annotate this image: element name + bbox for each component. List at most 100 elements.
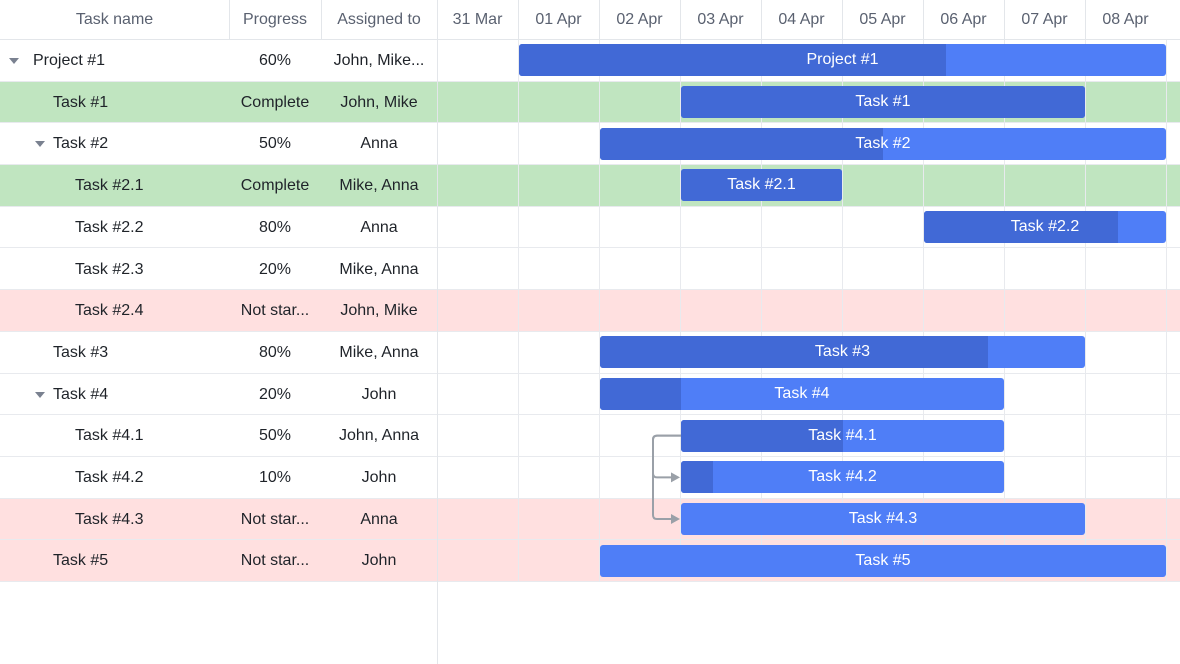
- bar-label: Project #1: [806, 51, 879, 69]
- task-row-task-2-1[interactable]: Task #2.1 Complete Mike, Anna: [0, 165, 1180, 207]
- task-name-label: Project #1: [33, 52, 106, 69]
- task-progress-cell: 20%: [258, 385, 292, 403]
- task-row-task-2-3[interactable]: Task #2.3 20% Mike, Anna: [0, 249, 1180, 291]
- task-assigned-cell: John: [361, 385, 397, 403]
- task-progress-cell: 20%: [258, 260, 292, 278]
- date-separator: [518, 0, 519, 40]
- task-row-project-1[interactable]: Project #1 60% John, Mike...: [0, 40, 1180, 82]
- task-name-cell: Task #4.1: [0, 415, 229, 456]
- task-name-label: Task #4.1: [75, 427, 144, 445]
- task-assigned-cell: Anna: [360, 135, 398, 153]
- task-row-task-4[interactable]: Task #4 20% John: [0, 374, 1180, 416]
- timeline-column-line: [842, 40, 843, 582]
- task-row-task-4-1[interactable]: Task #4.1 50% John, Anna: [0, 415, 1180, 457]
- task-progress-cell: Complete: [240, 177, 310, 195]
- task-name-cell: Task #2: [0, 123, 229, 164]
- task-name-label: Task #3: [53, 343, 109, 361]
- gantt-bar-task-2[interactable]: Task #2: [600, 127, 1166, 160]
- task-name-cell: Task #4.3: [0, 499, 229, 540]
- gantt-bar-task-2-2[interactable]: Task #2.2: [924, 211, 1166, 244]
- grid-divider[interactable]: [437, 0, 438, 664]
- column-header-progress[interactable]: Progress: [242, 11, 308, 28]
- bar-label: Task #4: [774, 384, 830, 402]
- gantt-bar-task-4-3[interactable]: Task #4.3: [681, 503, 1085, 536]
- task-assigned-cell: John: [361, 552, 397, 570]
- gantt-bar-project-1[interactable]: Project #1: [519, 44, 1166, 77]
- task-name-label: Task #2.4: [75, 302, 144, 320]
- bar-progress-fill: [924, 211, 1118, 244]
- bar-label: Task #4.1: [808, 426, 877, 444]
- task-name-cell: Task #4: [0, 374, 229, 415]
- date-separator: [1004, 0, 1005, 40]
- task-name-label: Task #4.2: [75, 469, 144, 486]
- timeline-column-line: [599, 40, 600, 582]
- collapse-toggle-icon[interactable]: [7, 40, 21, 81]
- gantt-bar-task-4-2[interactable]: Task #4.2: [681, 461, 1004, 494]
- task-name-label: Task #2.2: [75, 218, 144, 236]
- gantt-bar-task-3[interactable]: Task #3: [600, 336, 1085, 369]
- task-progress-cell: 60%: [258, 52, 292, 69]
- column-header-task-name[interactable]: Task name: [75, 11, 154, 28]
- bar-label: Task #2.1: [727, 176, 796, 194]
- gantt-bar-task-1[interactable]: Task #1: [681, 86, 1085, 119]
- task-progress-cell: Not star...: [240, 302, 310, 320]
- bar-label: Task #3: [814, 343, 871, 361]
- task-assigned-cell: Mike, Anna: [339, 343, 419, 361]
- column-resize-handle[interactable]: [229, 0, 230, 40]
- task-row-task-3[interactable]: Task #3 80% Mike, Anna: [0, 332, 1180, 374]
- bar-label: Task #4.2: [808, 468, 877, 486]
- date-header-04-apr: 04 Apr: [778, 11, 825, 28]
- task-name-cell: Task #5: [0, 540, 229, 581]
- date-header-07-apr: 07 Apr: [1021, 11, 1068, 28]
- task-progress-cell: 10%: [258, 469, 292, 486]
- task-row-task-2-4[interactable]: Task #2.4 Not star... John, Mike: [0, 290, 1180, 332]
- date-header-08-apr: 08 Apr: [1102, 11, 1149, 28]
- task-row-task-2[interactable]: Task #2 50% Anna: [0, 123, 1180, 166]
- date-separator: [680, 0, 681, 40]
- task-progress-cell: Not star...: [240, 510, 310, 528]
- task-name-cell: Task #4.2: [0, 457, 229, 498]
- date-separator: [599, 0, 600, 40]
- bar-progress-fill: [519, 44, 947, 77]
- timeline-column-line: [680, 40, 681, 582]
- gantt-bar-task-4[interactable]: Task #4: [600, 377, 1004, 410]
- bar-label: Task #2: [855, 134, 911, 152]
- bar-progress-fill: [681, 461, 714, 494]
- task-assigned-cell: Mike, Anna: [339, 260, 419, 278]
- date-header-03-apr: 03 Apr: [697, 11, 744, 28]
- timeline-column-line: [1085, 40, 1086, 582]
- column-header-assigned[interactable]: Assigned to: [337, 11, 421, 28]
- task-row-task-2-2[interactable]: Task #2.2 80% Anna: [0, 207, 1180, 249]
- task-progress-cell: Not star...: [240, 552, 310, 570]
- date-header-05-apr: 05 Apr: [859, 11, 906, 28]
- column-resize-handle[interactable]: [321, 0, 322, 40]
- task-name-cell: Task #3: [0, 332, 229, 373]
- task-name-label: Task #2: [53, 135, 109, 153]
- date-separator: [761, 0, 762, 40]
- timeline-column-line: [518, 40, 519, 582]
- task-name-label: Task #4: [53, 385, 109, 403]
- gantt-bar-task-5[interactable]: Task #5: [600, 544, 1166, 577]
- gantt-bar-task-2-1[interactable]: Task #2.1: [681, 169, 842, 202]
- task-progress-cell: 80%: [258, 218, 292, 236]
- task-name-label: Task #4.3: [75, 510, 144, 528]
- bar-label: Task #1: [855, 93, 911, 111]
- collapse-toggle-icon[interactable]: [33, 123, 47, 164]
- collapse-toggle-icon[interactable]: [33, 374, 47, 415]
- timeline-column-line: [1004, 40, 1005, 582]
- bar-label: Task #4.3: [848, 510, 918, 528]
- gantt-bar-task-4-1[interactable]: Task #4.1: [681, 419, 1004, 452]
- task-name-cell: Task #1: [0, 82, 229, 123]
- bar-progress-fill: [681, 86, 1085, 119]
- task-name-label: Task #5: [53, 552, 109, 570]
- task-progress-cell: 50%: [258, 135, 292, 153]
- task-progress-cell: 50%: [258, 427, 292, 445]
- task-assigned-cell: John, Mike...: [333, 52, 425, 69]
- task-name-label: Task #1: [53, 93, 109, 111]
- date-header-02-apr: 02 Apr: [616, 11, 663, 28]
- bar-progress-fill: [681, 169, 842, 202]
- task-row-task-4-2[interactable]: Task #4.2 10% John: [0, 457, 1180, 499]
- bar-label: Task #2.2: [1010, 218, 1080, 236]
- task-name-cell: Task #2.1: [0, 165, 229, 206]
- task-assigned-cell: Anna: [360, 510, 398, 528]
